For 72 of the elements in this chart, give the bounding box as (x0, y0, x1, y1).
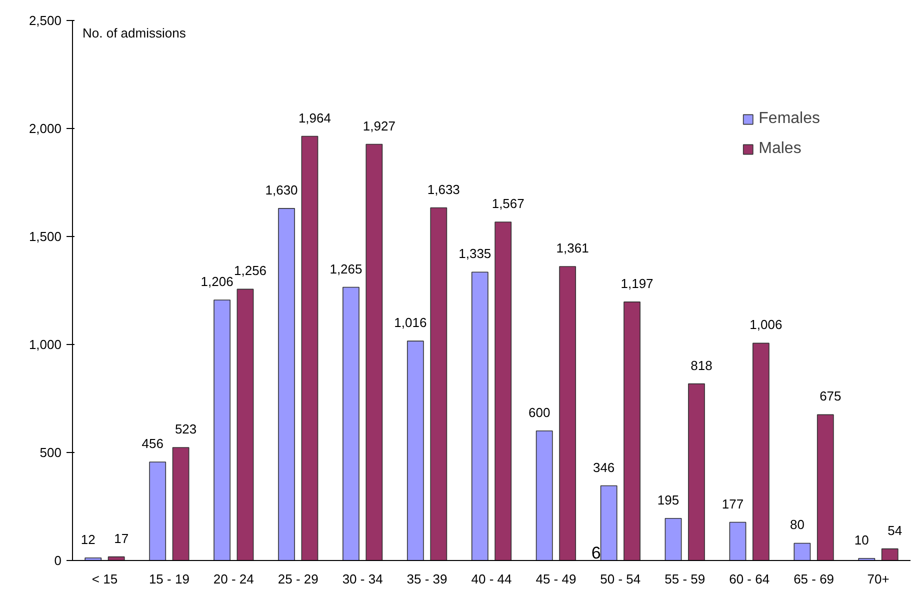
x-tick-label: 20 - 24 (213, 572, 254, 586)
bar (366, 144, 383, 560)
y-axis-title: No. of admissions (82, 26, 186, 40)
bar (430, 207, 448, 560)
bar (342, 286, 360, 560)
text: 1,335 (458, 246, 492, 262)
text: 675 (820, 388, 842, 404)
x-tick-label: 35 - 39 (406, 572, 448, 586)
y-tick-label: 2,000 (28, 121, 62, 136)
text: 1,265 (330, 261, 362, 276)
bar (752, 342, 770, 560)
text: 1,197 (620, 276, 654, 291)
annotation: 6 (591, 544, 601, 562)
text: 1,006 (750, 317, 782, 332)
text: 17 (114, 530, 129, 546)
legend-label: Females (758, 110, 820, 128)
bar (278, 208, 295, 560)
bar (236, 288, 254, 560)
x-tick-label: 55 - 59 (664, 572, 706, 586)
text: 177 (722, 496, 744, 512)
text: 195 (657, 492, 680, 508)
bar (881, 548, 898, 560)
text: 1,256 (234, 263, 267, 278)
text: 523 (174, 422, 197, 437)
x-tick-label: 45 - 49 (536, 572, 576, 586)
bar (149, 462, 166, 560)
text: 1,567 (492, 196, 524, 212)
text: 1,016 (394, 315, 427, 330)
bar (172, 447, 190, 560)
y-tick-label: 1,500 (28, 229, 62, 244)
legend-label: Males (758, 140, 802, 158)
x-tick-label: 50 - 54 (600, 572, 641, 586)
text: 1,361 (556, 240, 589, 256)
bar (494, 222, 512, 560)
x-tick-label: 60 - 64 (729, 572, 770, 586)
text: 818 (690, 358, 712, 373)
x-tick-label: 40 - 44 (471, 572, 512, 586)
text: 346 (592, 460, 615, 475)
text: 1,633 (427, 182, 460, 197)
bar (624, 302, 640, 560)
y-tick-label: 500 (40, 445, 62, 460)
text: 12 (80, 532, 96, 547)
bar (688, 383, 705, 560)
bar (471, 272, 488, 560)
y-tick-label: 0 (54, 553, 62, 568)
bar (816, 414, 834, 560)
bar (301, 136, 318, 560)
x-tick-label: 25 - 29 (278, 572, 318, 586)
text: 1,206 (200, 274, 234, 290)
y-tick-label: 1,000 (28, 337, 62, 352)
bar (664, 518, 682, 560)
x-tick-label: 70+ (867, 572, 890, 586)
bar (794, 542, 811, 560)
text: 54 (888, 522, 902, 538)
bar (729, 522, 746, 560)
text: 600 (528, 404, 550, 420)
text: 1,964 (298, 110, 331, 126)
bar (559, 266, 576, 560)
bar (214, 300, 231, 560)
x-tick-label: 65 - 69 (794, 572, 834, 586)
x-tick-label: 30 - 34 (342, 572, 383, 586)
bar (406, 340, 424, 560)
x-tick-label: 15 - 19 (148, 572, 190, 586)
x-tick-label: < 15 (92, 572, 118, 586)
y-tick-label: 2,500 (28, 13, 62, 28)
bar (600, 485, 618, 560)
text: 10 (854, 532, 869, 548)
text: 80 (790, 517, 804, 532)
bar (536, 430, 553, 560)
text: 1,927 (362, 118, 396, 134)
text: 1,630 (265, 182, 298, 198)
text: 456 (142, 436, 164, 452)
